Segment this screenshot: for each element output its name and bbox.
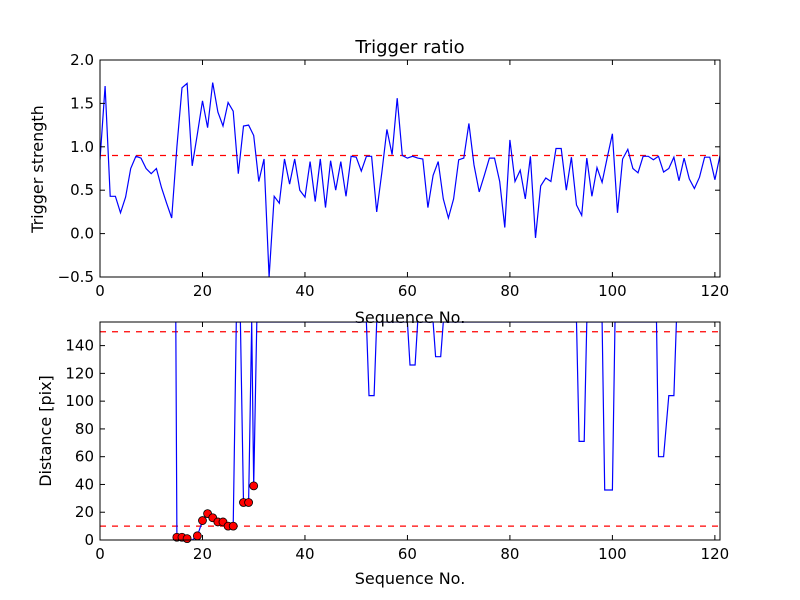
- bottom-x-tick-label: 0: [95, 545, 105, 563]
- bottom-data-point: [249, 481, 259, 491]
- bottom-y-tick-label: 140: [65, 337, 94, 355]
- bottom-x-tick-label: 60: [398, 545, 417, 563]
- bottom-x-tick-label: 40: [295, 545, 314, 563]
- bottom-y-tick-label: 80: [75, 420, 94, 438]
- top-x-tick-label: 0: [95, 282, 105, 300]
- top-x-tick-label: 60: [398, 282, 417, 300]
- bottom-y-tick-label: 120: [65, 364, 94, 382]
- top-y-tick-label: 1.0: [70, 138, 94, 156]
- bottom-y-tick-label: 20: [75, 503, 94, 521]
- top-y-tick-label: 0.5: [70, 181, 94, 199]
- top-x-tick-label: 80: [500, 282, 519, 300]
- top-x-tick-label: 100: [598, 282, 627, 300]
- top-y-tick-label: 1.5: [70, 94, 94, 112]
- bottom-x-tick-label: 100: [598, 545, 627, 563]
- top-x-tick-label: 40: [295, 282, 314, 300]
- top-x-tick-label: 120: [701, 282, 730, 300]
- bottom-y-tick-label: 100: [65, 392, 94, 410]
- top-chart-title: Trigger ratio: [354, 37, 464, 58]
- bottom-data-point: [182, 534, 192, 544]
- bottom-x-tick-label: 120: [701, 545, 730, 563]
- top-x-axis-label: Sequence No.: [355, 308, 466, 327]
- top-series-line: [100, 82, 720, 277]
- top-x-tick-label: 20: [193, 282, 212, 300]
- bottom-x-tick-label: 20: [193, 545, 212, 563]
- bottom-y-axis-label: Distance [pix]: [36, 375, 55, 487]
- top-y-axis-label: Trigger strength: [28, 105, 47, 234]
- bottom-x-axis-label: Sequence No.: [355, 569, 466, 588]
- bottom-y-tick-label: 40: [75, 475, 94, 493]
- bottom-data-point: [228, 521, 238, 531]
- bottom-y-tick-label: 60: [75, 448, 94, 466]
- bottom-data-point: [198, 516, 207, 525]
- bottom-plot-frame: [99, 321, 721, 541]
- top-y-tick-label: −0.5: [58, 268, 94, 286]
- bottom-panel: 0 20 40 60 80 100 120 0 20 40 60 80 100 120 140 Sequen…: [36, 321, 730, 588]
- top-y-tick-label: 0.0: [70, 225, 94, 243]
- top-plot-frame: [99, 59, 721, 278]
- bottom-data-point: [244, 498, 253, 507]
- top-y-tick-label: 2.0: [70, 51, 94, 69]
- bottom-data-point: [192, 531, 202, 541]
- bottom-y-tick-label: 0: [84, 531, 94, 549]
- bottom-x-tick-label: 80: [500, 545, 519, 563]
